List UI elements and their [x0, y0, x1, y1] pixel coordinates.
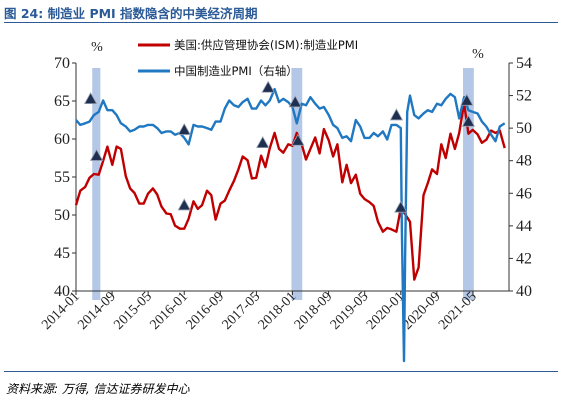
triangle-marker-0	[83, 92, 98, 105]
right-tick-label: 54	[516, 55, 532, 72]
x-tick-label: 2016-09	[184, 289, 228, 333]
x-tick-label: 2016-01	[147, 289, 191, 333]
shaded-period-2	[462, 68, 474, 300]
figure-title: 图 24: 制造业 PMI 指数隐含的中美经济周期	[4, 6, 258, 21]
right-tick-label: 50	[516, 120, 532, 137]
x-tick-label: 2015-05	[111, 289, 155, 333]
right-tick-label: 42	[516, 250, 532, 267]
triangle-marker-5	[261, 80, 275, 93]
triangle-marker-6	[288, 95, 302, 108]
triangle-marker-8	[389, 108, 404, 121]
right-tick-label: 44	[516, 218, 532, 235]
series-lines	[74, 87, 506, 363]
source-note: 资料来源: 万得, 信达证券研发中心	[6, 382, 190, 396]
left-tick-label: 65	[54, 93, 70, 110]
x-tick-label: 2019-05	[328, 289, 372, 333]
triangle-marker-2	[177, 198, 191, 211]
right-tick-label: 52	[516, 88, 532, 105]
left-tick-label: 45	[54, 245, 70, 262]
triangle-marker-7	[291, 133, 305, 146]
x-tick-label: 2017-05	[220, 289, 264, 333]
triangle-marker-3	[177, 122, 191, 135]
x-tick-label: 2020-09	[400, 289, 444, 333]
title-divider	[4, 22, 558, 23]
right-tick-label: 40	[516, 283, 532, 300]
x-tick-label: 2018-01	[256, 289, 300, 333]
shaded-period-1	[291, 68, 303, 300]
chart-axes: 4045505560657040424446485052542014-01201…	[39, 55, 532, 333]
triangle-marker-9	[394, 200, 408, 213]
left-tick-label: 60	[54, 131, 70, 148]
shaded-period-0	[92, 68, 101, 300]
shaded-periods	[92, 68, 474, 300]
left-tick-label: 70	[54, 55, 70, 72]
x-tick-label: 2021-05	[436, 289, 480, 333]
triangle-marker-11	[461, 114, 476, 127]
turning-point-markers	[83, 80, 476, 213]
right-tick-label: 46	[516, 185, 532, 202]
us-ism-pmi-line	[74, 102, 506, 281]
triangle-marker-10	[460, 93, 474, 106]
legend-label-us: 美国:供应管理协会(ISM):制造业PMI	[174, 38, 358, 52]
triangle-marker-1	[89, 148, 104, 161]
right-tick-label: 48	[516, 153, 532, 170]
footer-divider	[4, 371, 558, 372]
x-tick-label: 2020-01	[364, 289, 408, 333]
left-axis-unit: %	[91, 40, 103, 55]
left-tick-label: 40	[54, 283, 70, 300]
triangle-marker-4	[256, 135, 270, 149]
legend-label-china: 中国制造业PMI（右轴）	[174, 64, 298, 78]
right-axis-unit: %	[472, 47, 484, 62]
china-pmi-line	[75, 87, 506, 363]
left-tick-label: 50	[54, 207, 70, 224]
left-tick-label: 55	[54, 169, 70, 186]
legend: 美国:供应管理协会(ISM):制造业PMI 中国制造业PMI（右轴）	[138, 38, 358, 78]
